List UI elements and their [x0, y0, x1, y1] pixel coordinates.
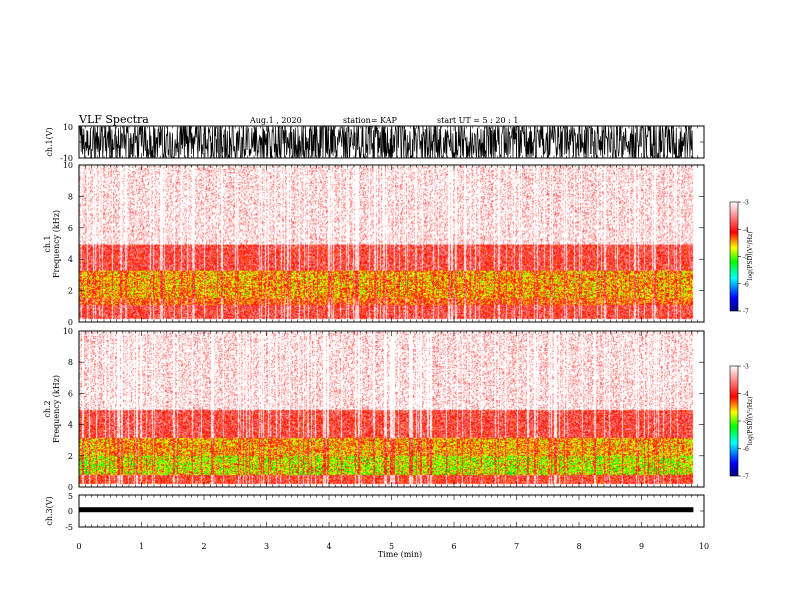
- figure-title: VLF Spectra: [78, 113, 149, 126]
- x-tick-label: 3: [264, 542, 269, 551]
- cb2-tick-label: -5: [743, 419, 749, 426]
- ch2-colorbar-label: log(PSD)(V²/Hz): [747, 397, 754, 446]
- ch2-spectrogram-image: [79, 331, 704, 487]
- ch1-waveform-panel: 10 -10 ch.1(V): [45, 123, 705, 163]
- spec1-ytick-label: 0: [68, 318, 73, 327]
- spec1-ytick-label: 4: [68, 255, 73, 264]
- ch3-ytick-top: 5: [68, 492, 73, 501]
- x-tick-label: 6: [451, 542, 456, 551]
- ch1-spectrogram-image: [79, 165, 704, 322]
- ch2-spec-ylabel-channel: ch.2: [43, 400, 52, 417]
- ch3-waveform-panel: 5 0 -5 ch.3(V): [45, 492, 705, 532]
- ch3-ylabel: ch.3(V): [45, 496, 54, 525]
- ch1-colorbar-label: log(PSD)(V²/Hz): [747, 232, 754, 281]
- ch1-waveform-line: [78, 125, 694, 159]
- x-tick-label: 10: [699, 542, 709, 551]
- ch1-ytick-bottom: -10: [60, 154, 73, 163]
- ch1-spec-ylabel-channel: ch.1: [43, 235, 52, 252]
- cb1-tick-label: -3: [743, 200, 749, 207]
- spec2-ytick-label: 6: [68, 389, 73, 398]
- x-tick-label: 0: [76, 542, 81, 551]
- start-ut-label: start UT = 5 : 20 : 1: [437, 116, 518, 125]
- spec2-ytick-label: 0: [68, 483, 73, 492]
- cb1-tick-label: -6: [743, 281, 749, 288]
- spec2-ytick-label: 4: [68, 421, 73, 430]
- cb2-tick-label: -3: [743, 364, 749, 371]
- x-tick-label: 5: [389, 542, 394, 551]
- x-tick-label: 7: [514, 542, 519, 551]
- ch2-spec-ylabel-frequency: Frequency (kHz): [52, 375, 61, 443]
- ch1-ytick-top: 10: [63, 123, 73, 132]
- station-label: station= KAP: [343, 116, 398, 125]
- ch1-spec-ylabel-frequency: Frequency (kHz): [52, 210, 61, 278]
- x-axis-label: Time (min): [378, 550, 422, 559]
- x-tick-label: 2: [201, 542, 206, 551]
- cb2-tick-label: -7: [743, 474, 749, 481]
- spec2-ytick-label: 2: [68, 452, 73, 461]
- spec1-ytick-label: 6: [68, 224, 73, 233]
- spec1-ytick-label: 2: [68, 287, 73, 296]
- ch3-ytick-mid: 0: [68, 507, 73, 516]
- spec2-ytick-label: 10: [63, 327, 73, 336]
- x-tick-label: 4: [326, 542, 331, 551]
- spec2-ytick-label: 8: [68, 358, 73, 367]
- ch3-ytick-bottom: -5: [65, 523, 73, 532]
- cb1-tick-label: -5: [743, 254, 749, 261]
- cb2-tick-label: -6: [743, 446, 749, 453]
- spec1-ytick-label: 10: [63, 161, 73, 170]
- ch1-colorbar: [729, 201, 739, 312]
- cb1-tick-label: -4: [743, 227, 749, 234]
- ch2-colorbar: [729, 365, 739, 477]
- x-tick-label: 9: [639, 542, 644, 551]
- ch3-waveform-band: [79, 507, 694, 513]
- spec1-ytick-label: 8: [68, 192, 73, 201]
- cb1-tick-label: -7: [743, 309, 749, 316]
- x-tick-label: 8: [576, 542, 581, 551]
- ch1-ylabel: ch.1(V): [45, 127, 54, 156]
- x-tick-label: 1: [139, 542, 144, 551]
- cb2-tick-label: -4: [743, 391, 749, 398]
- date-label: Aug.1 , 2020: [249, 116, 302, 125]
